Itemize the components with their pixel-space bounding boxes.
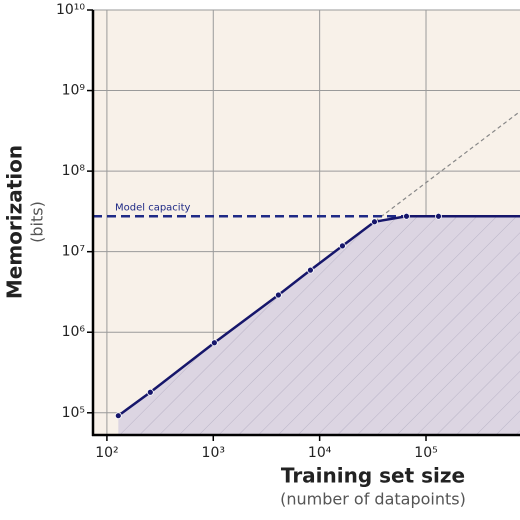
y-tick-label: 10⁸: [62, 163, 86, 179]
data-point: [210, 339, 218, 347]
data-point: [403, 212, 410, 220]
y-tick-label: 10⁷: [62, 244, 85, 260]
shaded-hatch: [118, 216, 520, 435]
data-point: [275, 291, 282, 299]
x-axis-title: Training set size: [281, 464, 465, 488]
y-tick-label: 10⁵: [62, 405, 85, 421]
y-tick-label: 10⁶: [62, 324, 86, 340]
data-point: [307, 266, 314, 274]
data-point: [114, 412, 122, 420]
x-tick-label: 10³: [202, 445, 225, 461]
y-axis-title: Memorization: [3, 145, 27, 299]
data-point: [435, 212, 442, 220]
x-tick-label: 10²: [95, 445, 118, 461]
y-tick-label: 10¹⁰: [56, 2, 85, 18]
x-axis-subtitle: (number of datapoints): [280, 490, 466, 509]
data-point: [339, 242, 346, 250]
y-axis-subtitle: (bits): [28, 201, 47, 243]
x-tick-label: 10⁴: [308, 445, 332, 461]
data-point: [371, 218, 378, 226]
data-point: [146, 388, 154, 396]
capacity-label: Model capacity: [115, 202, 191, 213]
x-tick-label: 10⁵: [414, 445, 437, 461]
y-tick-label: 10⁹: [62, 83, 86, 99]
